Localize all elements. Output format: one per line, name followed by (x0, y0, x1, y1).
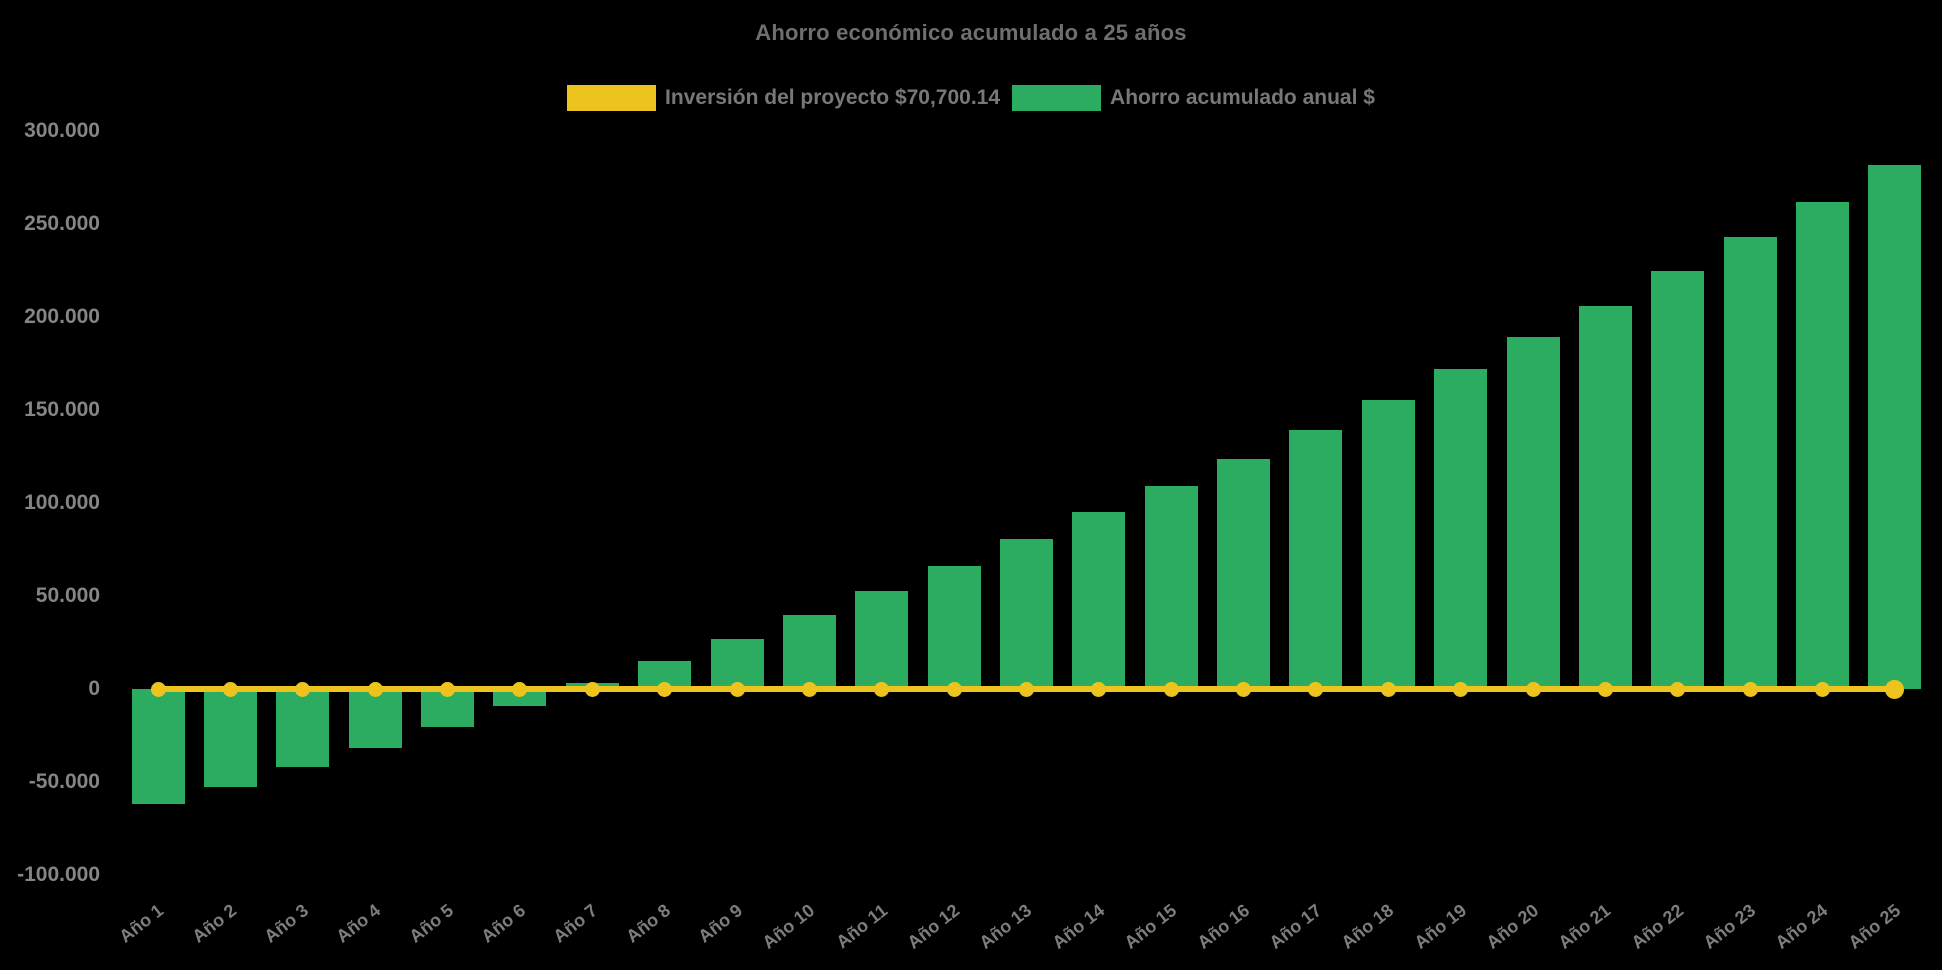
x-tick-label: Año 5 (405, 900, 457, 947)
line-marker-icon (874, 681, 890, 697)
bar-año-14 (1072, 512, 1126, 689)
y-tick-label: -50.000 (28, 770, 100, 793)
line-marker-icon (584, 681, 600, 697)
bar-año-10 (782, 614, 836, 689)
x-tick-label: Año 4 (332, 900, 385, 947)
line-marker-icon (295, 681, 311, 697)
legend-label-investment: Inversión del proyecto $70,700.14 (665, 86, 1001, 109)
line-marker-icon (1597, 681, 1613, 697)
bar-año-18 (1361, 399, 1415, 689)
line-marker-icon (512, 681, 528, 697)
x-tick-label: Año 16 (1193, 900, 1253, 953)
line-marker-icon (1163, 681, 1179, 697)
line-marker-icon (150, 681, 166, 697)
x-tick-label: Año 17 (1265, 900, 1326, 953)
x-tick-label: Año 13 (976, 900, 1036, 953)
bar-año-9 (710, 638, 764, 689)
x-tick-label: Año 11 (832, 900, 891, 953)
chart-legend: Inversión del proyecto $70,700.14 Ahorro… (0, 85, 1942, 111)
line-marker-icon (729, 681, 745, 697)
line-marker-icon (1525, 681, 1541, 697)
y-tick-label: 250.000 (24, 212, 100, 235)
x-tick-label: Año 14 (1048, 900, 1109, 953)
line-marker-icon (1308, 681, 1324, 697)
y-tick-label: 0 (88, 677, 100, 700)
bar-año-13 (1000, 539, 1053, 689)
bar-año-4 (348, 689, 402, 748)
y-tick-label: 300.000 (24, 119, 100, 142)
x-tick-label: Año 19 (1410, 900, 1470, 953)
bar-año-22 (1651, 271, 1705, 689)
bar-año-2 (204, 689, 258, 787)
line-marker-icon (801, 681, 817, 697)
line-marker-icon (1453, 681, 1469, 697)
line-marker-icon (367, 681, 383, 697)
x-tick-label: Año 1 (115, 900, 168, 947)
x-tick-label: Año 22 (1627, 900, 1687, 953)
bar-año-1 (131, 689, 185, 805)
line-marker-icon (946, 681, 962, 697)
x-tick-label: Año 10 (758, 900, 819, 953)
x-tick-label: Año 21 (1554, 900, 1615, 953)
bar-año-15 (1144, 486, 1198, 689)
line-marker-icon (657, 681, 673, 697)
x-tick-label: Año 7 (549, 900, 602, 947)
x-tick-label: Año 15 (1120, 900, 1181, 953)
bar-año-24 (1795, 201, 1849, 689)
y-tick-label: 200.000 (24, 305, 100, 328)
bar-año-17 (1289, 429, 1343, 689)
x-tick-label: Año 3 (260, 900, 313, 947)
line-marker-icon (1885, 679, 1905, 699)
line-marker-icon (1019, 681, 1034, 697)
x-tick-label: Año 8 (622, 900, 674, 947)
bar-año-21 (1578, 305, 1632, 689)
x-tick-label: Año 12 (903, 900, 964, 953)
legend-item-investment: Inversión del proyecto $70,700.14 (567, 85, 1000, 111)
legend-item-savings: Ahorro acumulado anual $ (1012, 85, 1375, 111)
x-tick-label: Año 24 (1772, 900, 1832, 953)
legend-swatch-investment-icon (567, 85, 657, 111)
chart-title: Ahorro económico acumulado a 25 años (755, 20, 1187, 45)
bar-año-12 (927, 566, 981, 689)
y-tick-label: 100.000 (24, 491, 100, 514)
bar-año-3 (276, 689, 330, 768)
bar-año-20 (1506, 337, 1560, 689)
x-tick-label: Año 2 (187, 900, 240, 947)
legend-swatch-savings-icon (1012, 85, 1102, 111)
bar-año-25 (1868, 165, 1922, 689)
line-marker-icon (223, 681, 239, 697)
line-marker-icon (1670, 681, 1686, 697)
line-marker-icon (1380, 681, 1396, 697)
y-tick-label: 150.000 (24, 398, 100, 421)
x-tick-label: Año 6 (477, 900, 530, 947)
x-tick-label: Año 23 (1699, 900, 1760, 953)
line-marker-icon (440, 681, 456, 697)
legend-label-savings: Ahorro acumulado anual $ (1110, 86, 1375, 109)
bar-año-6 (493, 689, 547, 706)
bar-año-19 (1434, 369, 1488, 689)
line-marker-icon (1742, 681, 1758, 697)
bar-año-11 (855, 591, 909, 689)
bar-año-23 (1723, 237, 1777, 689)
y-tick-label: -100.000 (17, 863, 100, 886)
x-tick-label: Año 9 (694, 900, 747, 947)
line-marker-icon (1814, 681, 1830, 697)
line-marker-icon (1091, 681, 1107, 697)
line-marker-icon (1236, 681, 1252, 697)
y-tick-label: 50.000 (35, 584, 100, 607)
x-tick-label: Año 20 (1482, 900, 1543, 953)
bar-año-16 (1217, 459, 1271, 689)
x-tick-label: Año 18 (1337, 900, 1398, 953)
x-tick-label: Año 25 (1844, 900, 1904, 953)
